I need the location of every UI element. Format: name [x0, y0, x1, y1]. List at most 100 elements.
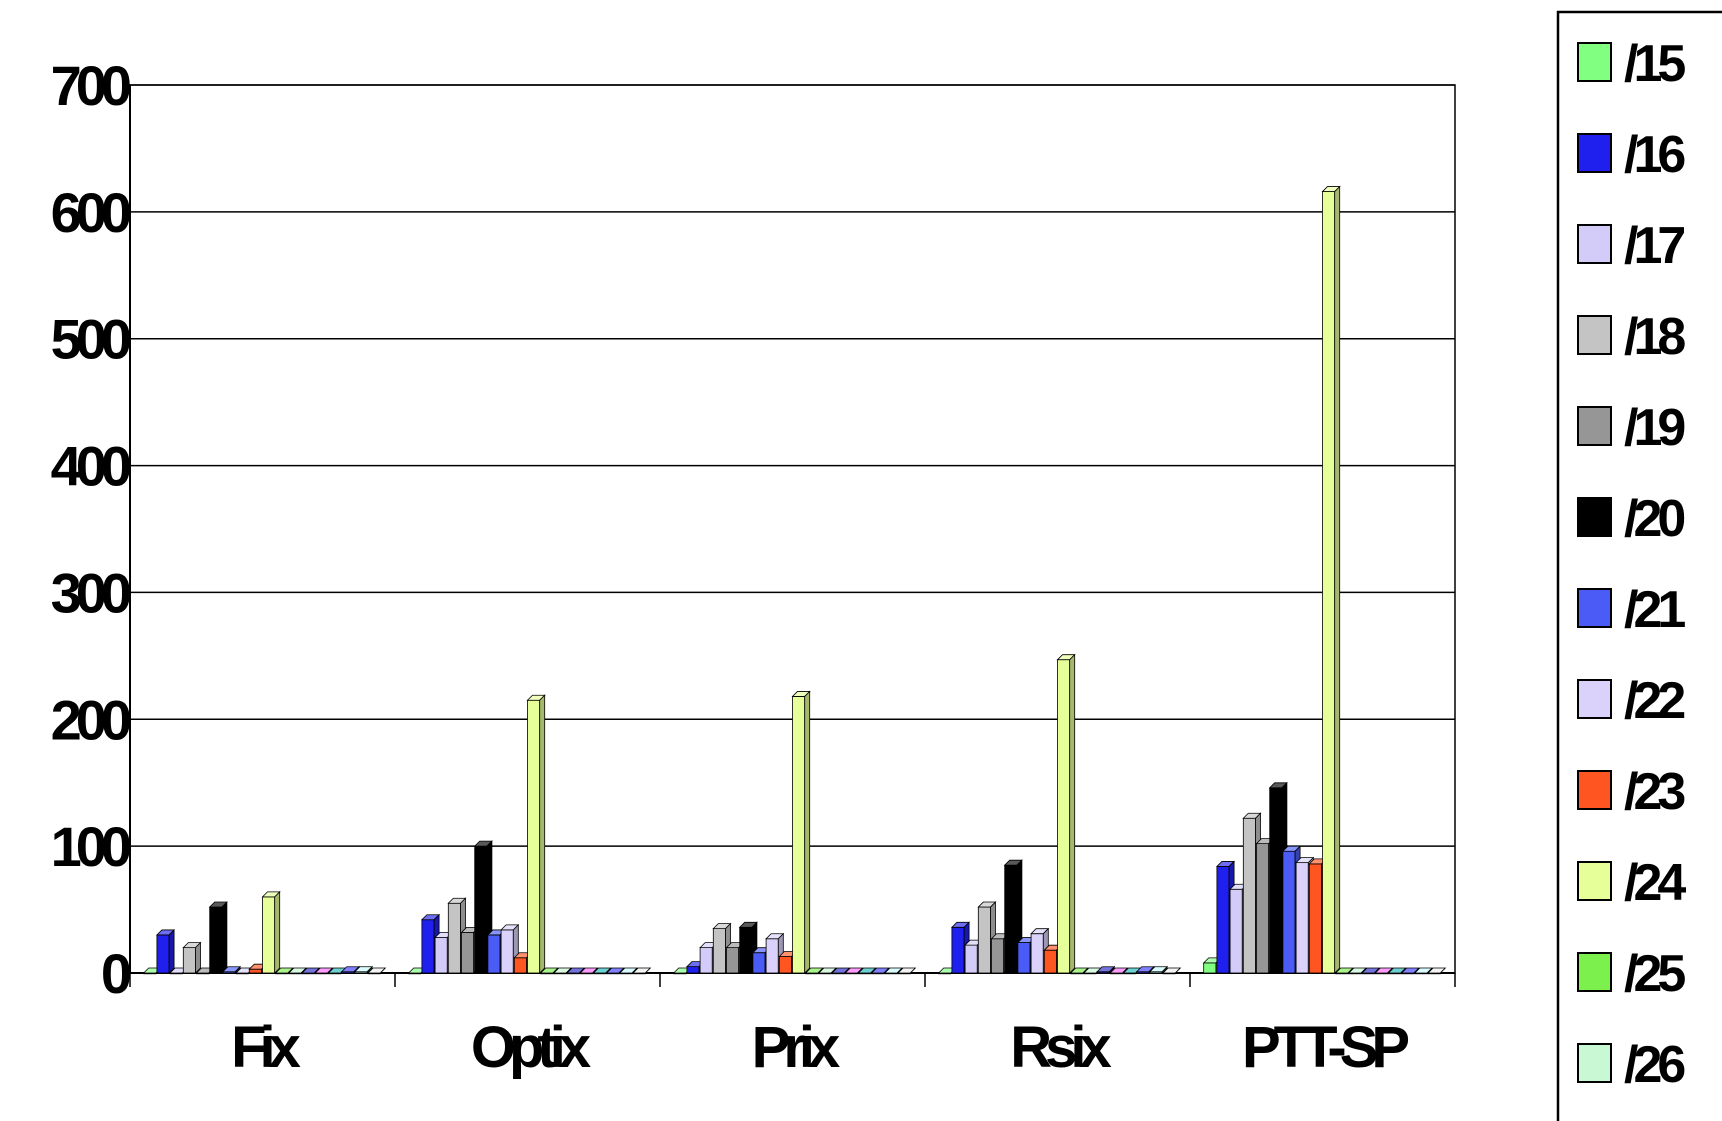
bar-side [844, 967, 850, 974]
legend-label: /16 [1624, 126, 1685, 184]
bar-side [565, 967, 572, 974]
bar-front [765, 938, 779, 974]
bar-front [1043, 949, 1057, 974]
bar-front [1203, 962, 1217, 974]
bar [897, 967, 917, 975]
bar-front [262, 896, 276, 974]
bar [221, 965, 242, 974]
bar-front [1004, 864, 1018, 974]
bar-side [195, 941, 201, 974]
bar [857, 967, 877, 975]
bar-side [1108, 965, 1115, 974]
bar [632, 967, 652, 975]
bar [883, 967, 904, 975]
x-tick-label: Optix [471, 1015, 591, 1080]
bar [539, 967, 559, 975]
bar [1347, 967, 1368, 975]
bar [526, 694, 546, 974]
y-tick-label: 0 [101, 942, 130, 1005]
bar-front [527, 699, 541, 974]
bar-front [461, 932, 475, 974]
bar-front [726, 947, 740, 974]
legend-label: /26 [1624, 1036, 1685, 1094]
bar-front [421, 919, 435, 974]
plot-area: 0 100 200 300 400 500 600 700 Fix Optix Prix Rsix PT… [51, 54, 1456, 1080]
legend-label: /18 [1624, 308, 1685, 366]
legend-swatch [1577, 42, 1612, 82]
bar-front [1322, 191, 1336, 974]
bar-side [1387, 967, 1393, 974]
bar-front [447, 902, 461, 974]
bar [1413, 967, 1434, 975]
bar [844, 967, 864, 975]
bar-front [991, 938, 1005, 974]
bar [274, 967, 294, 975]
bar-front [500, 929, 514, 974]
bar-side [287, 967, 294, 974]
legend-swatch [1577, 679, 1612, 719]
bar-front [752, 952, 766, 974]
bar-side [1413, 967, 1420, 974]
bar-front [712, 928, 726, 974]
bar [605, 967, 625, 975]
legend-label: /25 [1624, 945, 1685, 1003]
bar-side [366, 965, 373, 974]
bar [1096, 965, 1116, 974]
legend-swatch [1577, 133, 1612, 173]
bar-side [221, 901, 228, 974]
y-tick-label: 400 [51, 435, 130, 498]
bar [155, 928, 176, 974]
bar-front [1017, 942, 1031, 974]
bar-front [182, 947, 196, 974]
bar [1148, 965, 1169, 974]
bar-front [792, 696, 806, 974]
legend-swatch [1577, 1043, 1612, 1083]
bar-side [605, 967, 611, 974]
bar [552, 967, 573, 975]
legend-swatch [1577, 497, 1612, 537]
bar-front [1256, 843, 1270, 974]
x-tick-label: Fix [231, 1015, 301, 1080]
bar-side [1400, 967, 1406, 974]
bar-side [1082, 967, 1089, 974]
bar-side [1347, 967, 1354, 974]
legend-label: /23 [1624, 763, 1685, 821]
bar-side [1440, 967, 1446, 974]
bar [566, 967, 586, 975]
bar [1427, 967, 1447, 975]
legend-label: /22 [1624, 672, 1684, 730]
bar [1056, 653, 1076, 974]
legend-label: /15 [1624, 35, 1685, 93]
legend-swatch [1577, 588, 1612, 628]
bar [817, 967, 838, 975]
bar [870, 967, 890, 975]
bars [142, 185, 1447, 975]
x-axis-ticks [129, 973, 1456, 987]
bar-side [896, 967, 903, 974]
legend-swatch [1577, 861, 1612, 901]
bar-side [1426, 967, 1433, 974]
bar-side [380, 967, 386, 974]
bar [314, 967, 334, 975]
bar-side [592, 967, 598, 974]
bar-front [951, 926, 965, 974]
bar [804, 967, 824, 975]
bar-side [618, 967, 625, 974]
bar-side [1334, 185, 1341, 974]
bar-front [1269, 787, 1283, 974]
bar-side [1069, 653, 1076, 974]
legend-label: /24 [1624, 854, 1686, 912]
bar [261, 890, 281, 974]
bar-side [1161, 965, 1168, 974]
bar-side [579, 967, 585, 974]
legend-swatch [1577, 952, 1612, 992]
bar-front [699, 947, 713, 974]
bar [1374, 967, 1394, 975]
bar-front [1242, 817, 1256, 974]
bar [592, 967, 612, 975]
legend-label: /19 [1624, 399, 1684, 457]
legend-box [1556, 10, 1722, 1121]
legend-label: /17 [1624, 217, 1684, 275]
bar [1387, 967, 1407, 975]
